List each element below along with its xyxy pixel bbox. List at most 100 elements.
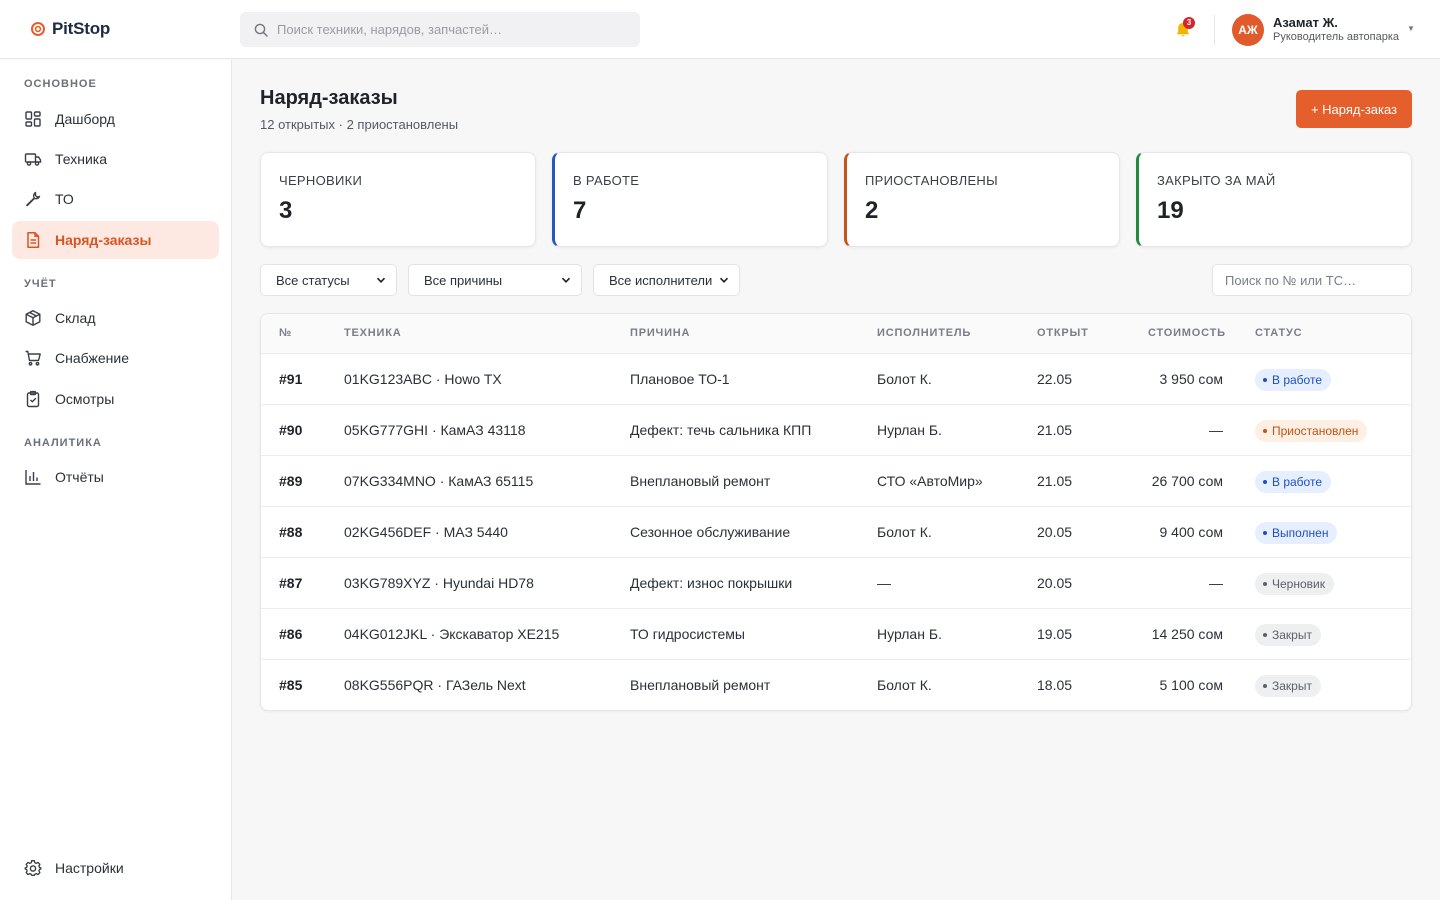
sidebar-item-work-orders[interactable]: Наряд-заказы bbox=[12, 221, 219, 259]
cell-opened: 20.05 bbox=[1037, 575, 1073, 591]
cell-reason: ТО гидросистемы bbox=[630, 626, 745, 642]
table-search-placeholder: Поиск по № или ТС… bbox=[1225, 272, 1357, 288]
table-row[interactable]: #89 07KG334MNO · КамАЗ 65115 Внеплановый р… bbox=[261, 456, 1411, 507]
status-badge: Черновик bbox=[1255, 573, 1334, 595]
wrench-icon bbox=[26, 191, 41, 207]
stat-value: 19 bbox=[1157, 197, 1184, 224]
cell-vehicle: 07KG334MNO · КамАЗ 65115 bbox=[344, 473, 534, 489]
status-dot-icon bbox=[1263, 378, 1267, 382]
sidebar-item-label: Настройки bbox=[55, 860, 124, 876]
cell-executor: СТО «АвтоМир» bbox=[877, 473, 983, 489]
status-dot-icon bbox=[1263, 531, 1267, 535]
logo[interactable]: PitStop bbox=[30, 19, 110, 39]
user-role: Руководитель автопарка bbox=[1273, 31, 1400, 43]
cell-number: #85 bbox=[279, 677, 303, 693]
table-search-input[interactable]: Поиск по № или ТС… bbox=[1212, 264, 1412, 296]
cell-reason: Внеплановый ремонт bbox=[630, 677, 771, 693]
box-icon bbox=[25, 310, 41, 326]
table-row[interactable]: #85 08KG556PQR · ГАЗель Next Внеплановый р… bbox=[261, 660, 1411, 710]
cell-cost: 3 950 сом bbox=[1159, 371, 1224, 387]
new-work-order-button[interactable]: + Наряд-заказ bbox=[1296, 90, 1412, 128]
status-badge: Закрыт bbox=[1255, 624, 1321, 646]
column-header-executor[interactable]: ИСПОЛНИТЕЛЬ bbox=[877, 327, 972, 339]
cell-executor: Болот К. bbox=[877, 524, 932, 540]
sidebar-item-label: Техника bbox=[55, 151, 108, 167]
cell-number: #86 bbox=[279, 626, 303, 642]
column-header-opened[interactable]: ОТКРЫТ bbox=[1037, 327, 1089, 339]
dashboard-icon bbox=[25, 111, 41, 127]
cell-reason: Сезонное обслуживание bbox=[630, 524, 791, 540]
sidebar-item-dashboard[interactable]: Дашборд bbox=[12, 100, 219, 138]
cell-number: #87 bbox=[279, 575, 303, 591]
status-dot-icon bbox=[1263, 633, 1267, 637]
status-badge: В работе bbox=[1255, 369, 1332, 391]
status-badge: Приостановлен bbox=[1255, 420, 1368, 442]
cart-icon bbox=[25, 350, 41, 366]
column-header-status[interactable]: СТАТУС bbox=[1255, 327, 1303, 339]
cell-cost: — bbox=[1209, 422, 1223, 438]
logo-icon bbox=[31, 22, 45, 36]
reason-filter-select[interactable]: Все причины bbox=[408, 264, 582, 296]
sidebar-section-main: ОСНОВНОЕ bbox=[24, 78, 97, 90]
cell-cost: 26 700 сом bbox=[1151, 473, 1223, 489]
stat-value: 3 bbox=[279, 197, 293, 224]
search-placeholder: Поиск техники, нарядов, запчастей… bbox=[277, 22, 503, 37]
global-search-input[interactable]: Поиск техники, нарядов, запчастей… bbox=[240, 12, 640, 47]
clipboard-icon bbox=[26, 390, 40, 408]
column-header-number[interactable]: № bbox=[279, 327, 293, 339]
stat-card-paused[interactable]: ПРИОСТАНОВЛЕНЫ 2 bbox=[844, 152, 1120, 247]
stat-card-closed-may[interactable]: ЗАКРЫТО ЗА МАЙ 19 bbox=[1136, 152, 1412, 247]
cell-executor: Болот К. bbox=[877, 677, 932, 693]
sidebar-item-inspections[interactable]: Осмотры bbox=[12, 380, 219, 418]
column-header-reason[interactable]: ПРИЧИНА bbox=[630, 327, 691, 339]
sidebar-item-settings[interactable]: Настройки bbox=[12, 849, 219, 887]
cell-opened: 20.05 bbox=[1037, 524, 1073, 540]
status-label: В работе bbox=[1272, 475, 1323, 489]
table-row[interactable]: #88 02KG456DEF · МАЗ 5440 Сезонное обслужи… bbox=[261, 507, 1411, 558]
stat-value: 7 bbox=[573, 197, 587, 224]
stat-card-in-progress[interactable]: В РАБОТЕ 7 bbox=[552, 152, 828, 247]
executor-filter-select[interactable]: Все исполнители bbox=[593, 264, 740, 296]
sidebar-item-label: Осмотры bbox=[55, 391, 115, 407]
cell-executor: Болот К. bbox=[877, 371, 932, 387]
table-row[interactable]: #87 03KG789XYZ · Hyundai HD78 Дефект: изно… bbox=[261, 558, 1411, 609]
table-header: № ТЕХНИКА ПРИЧИНА ИСПОЛНИТЕЛЬ ОТКРЫТ СТО… bbox=[261, 314, 1411, 354]
table-row[interactable]: #91 01KG123ABC · Howo TX Плановое ТО-1 Боло… bbox=[261, 354, 1411, 405]
status-label: Закрыт bbox=[1272, 628, 1312, 642]
status-badge: Закрыт bbox=[1255, 675, 1321, 697]
truck-icon bbox=[24, 153, 42, 166]
table-row[interactable]: #86 04KG012JKL · Экскаватор XE215 ТО гидро… bbox=[261, 609, 1411, 660]
table-row[interactable]: #90 05KG777GHI · КамАЗ 43118 Дефект: течь … bbox=[261, 405, 1411, 456]
stat-label: В РАБОТЕ bbox=[573, 173, 640, 188]
document-icon bbox=[27, 232, 40, 248]
executor-filter-value: Все исполнители bbox=[609, 272, 713, 288]
column-header-cost[interactable]: СТОИМОСТЬ bbox=[1148, 327, 1226, 339]
status-label: Выполнен bbox=[1272, 526, 1329, 540]
stat-value: 2 bbox=[865, 197, 879, 224]
user-name[interactable]: Азамат Ж. bbox=[1273, 15, 1338, 30]
divider bbox=[1214, 15, 1215, 45]
status-filter-value: Все статусы bbox=[276, 272, 350, 288]
status-label: Закрыт bbox=[1272, 679, 1312, 693]
chevron-down-icon[interactable]: ▼ bbox=[1407, 24, 1415, 33]
sidebar-item-vehicles[interactable]: Техника bbox=[12, 140, 219, 178]
sidebar: ОСНОВНОЕ Дашборд Техника ТО Наряд-заказы… bbox=[0, 60, 232, 900]
cell-number: #88 bbox=[279, 524, 303, 540]
avatar[interactable]: АЖ bbox=[1232, 14, 1264, 46]
stat-card-drafts[interactable]: ЧЕРНОВИКИ 3 bbox=[260, 152, 536, 247]
cell-vehicle: 01KG123ABC · Howo TX bbox=[344, 371, 502, 387]
cell-opened: 21.05 bbox=[1037, 422, 1073, 438]
sidebar-item-reports[interactable]: Отчёты bbox=[12, 458, 219, 496]
sidebar-item-warehouse[interactable]: Склад bbox=[12, 299, 219, 337]
chevron-down-icon bbox=[561, 277, 571, 283]
sidebar-item-procurement[interactable]: Снабжение bbox=[12, 339, 219, 377]
cell-number: #90 bbox=[279, 422, 303, 438]
cell-cost: 5 100 сом bbox=[1159, 677, 1224, 693]
cell-opened: 19.05 bbox=[1037, 626, 1073, 642]
sidebar-item-maintenance[interactable]: ТО bbox=[12, 180, 219, 218]
sidebar-item-label: Отчёты bbox=[55, 469, 104, 485]
column-header-vehicle[interactable]: ТЕХНИКА bbox=[344, 327, 402, 339]
cell-reason: Плановое ТО-1 bbox=[630, 371, 730, 387]
status-filter-select[interactable]: Все статусы bbox=[260, 264, 397, 296]
stat-label: ПРИОСТАНОВЛЕНЫ bbox=[865, 173, 998, 188]
